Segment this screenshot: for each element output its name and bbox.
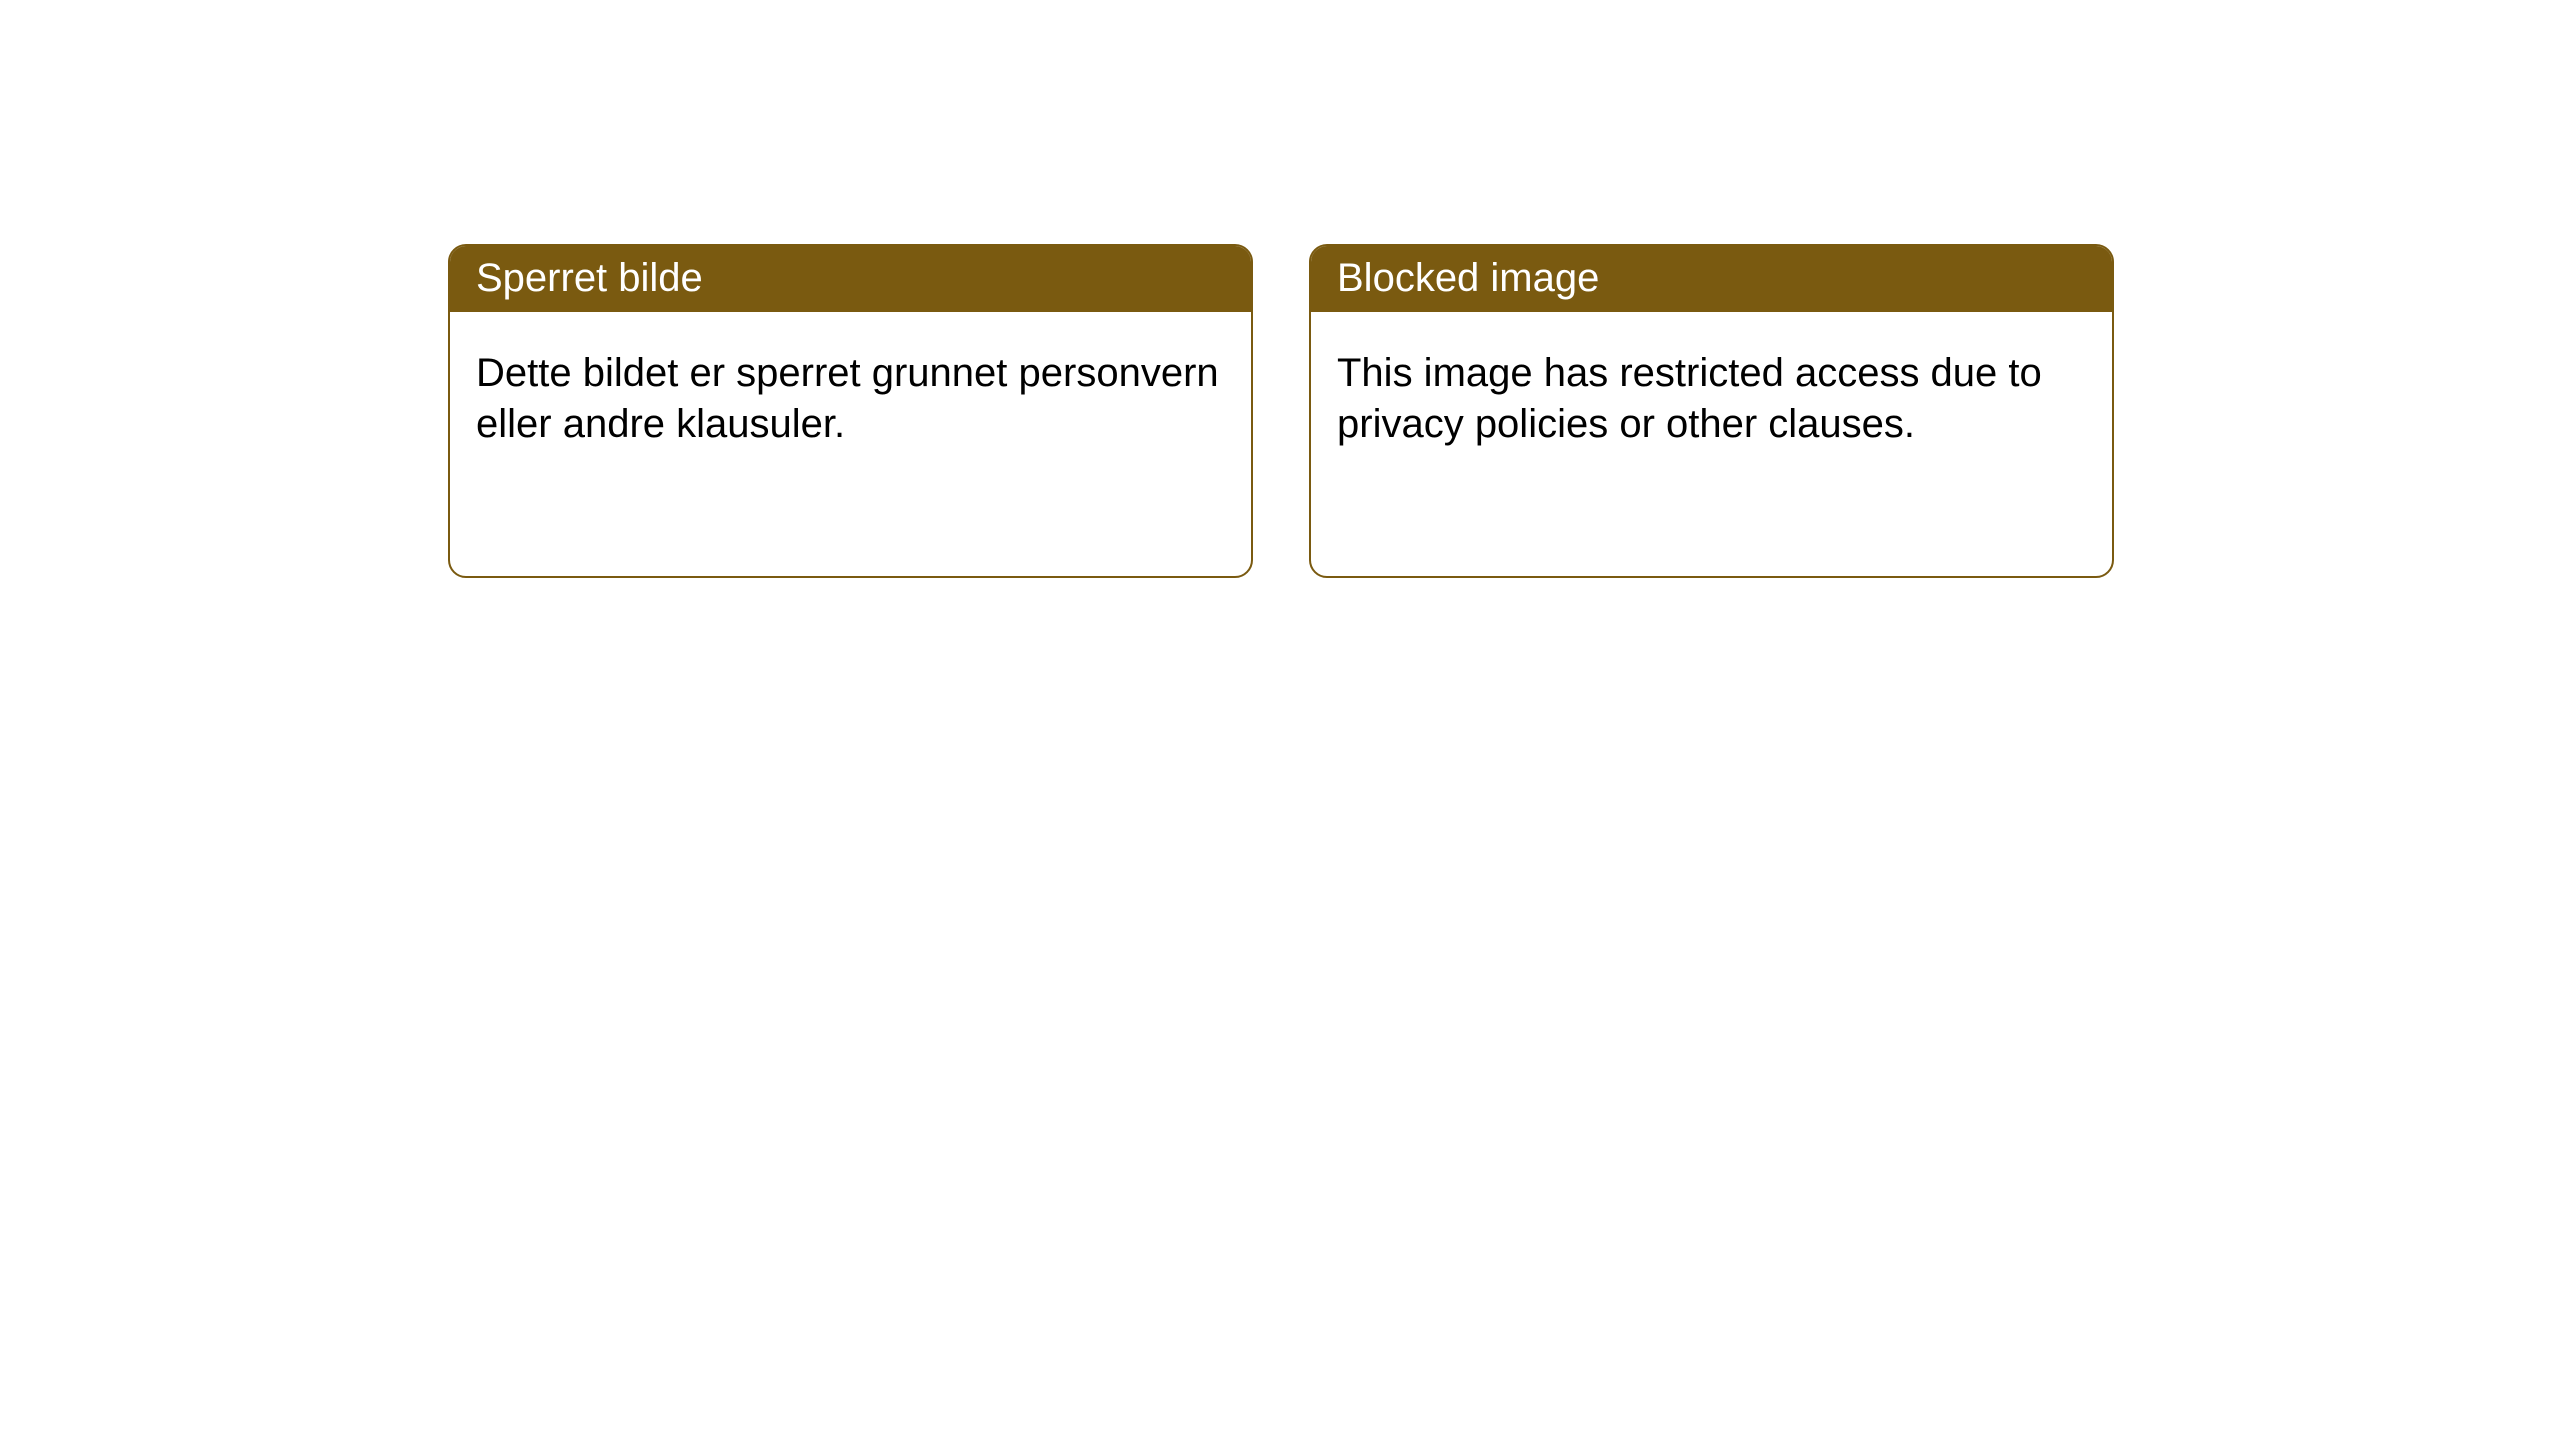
card-title: Blocked image [1337,256,1599,300]
notice-cards-container: Sperret bilde Dette bildet er sperret gr… [0,0,2560,578]
card-body: This image has restricted access due to … [1311,312,2112,486]
card-body: Dette bildet er sperret grunnet personve… [450,312,1251,486]
card-header: Blocked image [1311,246,2112,312]
card-body-text: Dette bildet er sperret grunnet personve… [476,351,1219,446]
card-body-text: This image has restricted access due to … [1337,351,2042,446]
blocked-image-card-en: Blocked image This image has restricted … [1309,244,2114,578]
card-title: Sperret bilde [476,256,703,300]
blocked-image-card-no: Sperret bilde Dette bildet er sperret gr… [448,244,1253,578]
card-header: Sperret bilde [450,246,1251,312]
